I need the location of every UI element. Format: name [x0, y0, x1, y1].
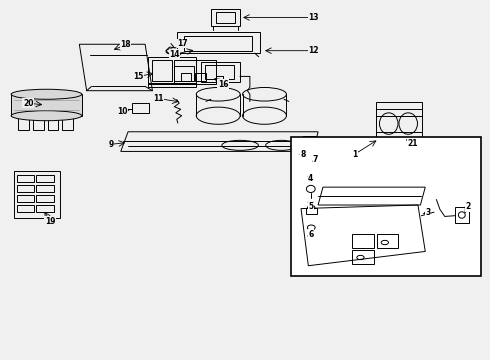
Bar	[174, 60, 216, 84]
Bar	[211, 9, 240, 26]
Text: 19: 19	[45, 217, 55, 226]
Text: 15: 15	[134, 72, 144, 81]
Text: 7: 7	[313, 155, 318, 164]
Text: 17: 17	[177, 39, 188, 48]
Bar	[152, 60, 172, 81]
Bar	[36, 175, 53, 182]
Polygon shape	[11, 94, 82, 116]
Bar	[181, 73, 192, 81]
Text: 20: 20	[23, 99, 33, 108]
Bar	[17, 195, 34, 202]
Bar	[14, 171, 60, 217]
Bar	[291, 137, 481, 276]
Bar	[184, 36, 252, 51]
Bar	[303, 136, 316, 149]
Text: 16: 16	[218, 80, 228, 89]
Text: 10: 10	[117, 107, 127, 116]
Text: 13: 13	[308, 13, 319, 22]
Ellipse shape	[11, 89, 82, 99]
Bar	[174, 66, 194, 81]
Text: 1: 1	[352, 150, 357, 159]
Bar	[17, 205, 34, 212]
Bar	[62, 116, 73, 130]
Bar	[216, 12, 235, 23]
Text: 5: 5	[308, 202, 313, 211]
Bar	[205, 65, 234, 79]
Bar	[36, 195, 53, 202]
Text: 9: 9	[108, 140, 114, 149]
Bar	[36, 185, 53, 192]
Text: 3: 3	[425, 208, 430, 217]
Bar	[33, 116, 44, 130]
Bar	[352, 234, 374, 248]
Bar	[147, 83, 196, 87]
Text: 4: 4	[308, 174, 314, 183]
Bar	[352, 250, 374, 264]
Bar	[36, 205, 53, 212]
Bar	[201, 62, 240, 82]
Bar	[147, 57, 196, 84]
Bar	[19, 116, 29, 130]
Bar	[196, 73, 206, 81]
Bar	[177, 32, 260, 53]
Text: 21: 21	[408, 139, 418, 148]
Text: 18: 18	[121, 40, 131, 49]
Bar	[376, 234, 398, 248]
Bar	[306, 207, 317, 214]
Bar	[455, 207, 469, 223]
Text: 6: 6	[308, 230, 314, 239]
Bar	[17, 175, 34, 182]
Bar	[48, 116, 58, 130]
Bar	[375, 102, 422, 141]
Text: 12: 12	[308, 46, 319, 55]
Text: 2: 2	[466, 202, 471, 211]
Ellipse shape	[11, 111, 82, 121]
Text: 11: 11	[153, 94, 164, 103]
Text: 8: 8	[301, 150, 306, 159]
Bar	[132, 103, 149, 113]
Text: 14: 14	[169, 50, 180, 59]
Bar	[17, 185, 34, 192]
